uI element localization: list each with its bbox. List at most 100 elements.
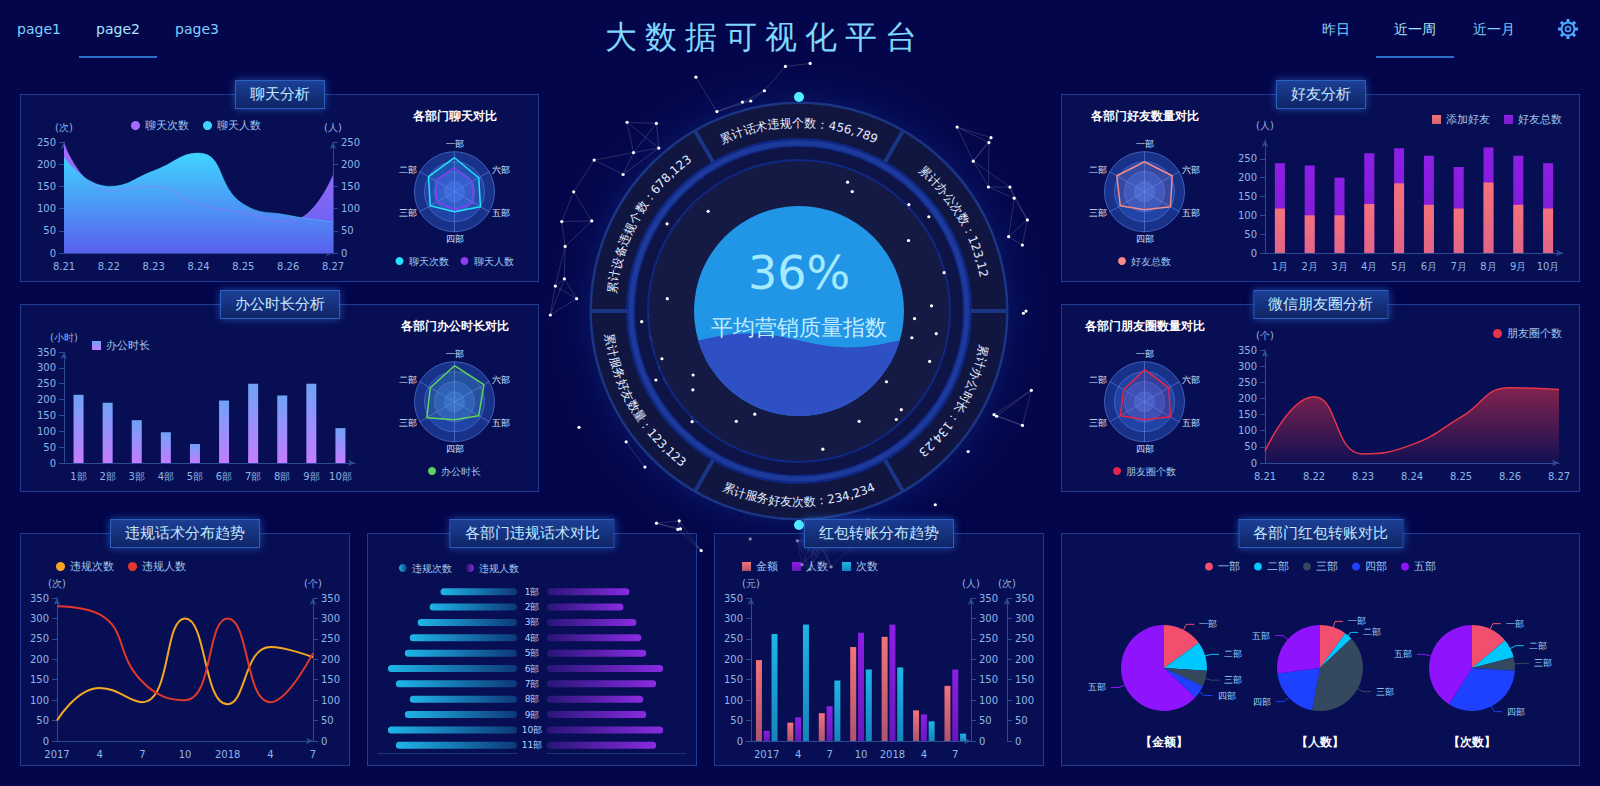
svg-text:10部: 10部 (329, 471, 352, 482)
svg-text:100: 100 (724, 695, 743, 706)
svg-text:250: 250 (37, 378, 56, 389)
svg-text:(次): (次) (998, 578, 1016, 589)
svg-text:添加好友: 添加好友 (1446, 113, 1490, 126)
svg-text:350: 350 (30, 593, 49, 604)
svg-text:一部: 一部 (446, 139, 464, 149)
svg-text:200: 200 (30, 654, 49, 665)
svg-text:二部: 二部 (1089, 165, 1107, 175)
svg-text:7: 7 (952, 749, 958, 760)
svg-text:5部: 5部 (525, 648, 540, 658)
svg-text:违规人数: 违规人数 (142, 560, 186, 573)
svg-text:8.25: 8.25 (232, 261, 254, 272)
svg-text:一部: 一部 (446, 349, 464, 359)
svg-text:三部: 三部 (1089, 418, 1107, 428)
svg-text:四部: 四部 (1218, 691, 1236, 701)
svg-text:150: 150 (30, 674, 49, 685)
svg-text:150: 150 (1238, 191, 1257, 202)
svg-text:350: 350 (321, 593, 340, 604)
svg-text:三部: 三部 (1376, 687, 1394, 697)
svg-text:2017: 2017 (754, 749, 779, 760)
svg-text:二部: 二部 (399, 375, 417, 385)
svg-text:8.24: 8.24 (187, 261, 209, 272)
svg-text:二部: 二部 (1267, 560, 1289, 573)
svg-text:1部: 1部 (525, 587, 540, 597)
svg-text:0: 0 (979, 736, 985, 747)
svg-text:(次): (次) (48, 578, 66, 589)
svg-text:四部: 四部 (1136, 234, 1154, 244)
svg-text:聊天人数: 聊天人数 (217, 119, 261, 132)
svg-text:2部: 2部 (99, 471, 115, 482)
svg-text:5月: 5月 (1391, 261, 1407, 272)
svg-text:7部: 7部 (525, 679, 540, 689)
svg-text:二部: 二部 (1224, 649, 1242, 659)
svg-text:0: 0 (341, 248, 347, 259)
svg-text:100: 100 (1238, 210, 1257, 221)
svg-text:150: 150 (1015, 674, 1034, 685)
svg-text:(个): (个) (304, 578, 322, 589)
svg-text:200: 200 (321, 654, 340, 665)
svg-text:300: 300 (37, 362, 56, 373)
svg-text:累计办公时长：134,23: 累计办公时长：134,23 (916, 343, 991, 459)
svg-text:一部: 一部 (1136, 139, 1154, 149)
svg-text:累计办公次数：123,12: 累计办公次数：123,12 (916, 163, 991, 279)
svg-text:100: 100 (1015, 695, 1034, 706)
svg-text:250: 250 (724, 633, 743, 644)
svg-text:250: 250 (37, 137, 56, 148)
svg-text:7: 7 (826, 749, 832, 760)
svg-text:(次): (次) (55, 122, 73, 133)
svg-text:聊天次数: 聊天次数 (145, 119, 189, 132)
svg-text:350: 350 (1238, 345, 1257, 356)
svg-text:二部: 二部 (1089, 375, 1107, 385)
svg-text:五部: 五部 (1182, 418, 1200, 428)
svg-text:(小时): (小时) (50, 332, 78, 343)
svg-text:三部: 三部 (1316, 560, 1338, 573)
svg-text:(个): (个) (1256, 330, 1274, 341)
svg-text:50: 50 (321, 715, 334, 726)
svg-text:4: 4 (795, 749, 801, 760)
svg-text:100: 100 (30, 695, 49, 706)
svg-text:朋友圈个数: 朋友圈个数 (1507, 327, 1562, 340)
svg-text:累计设备违规个数：678,123: 累计设备违规个数：678,123 (605, 152, 694, 294)
svg-text:一部: 一部 (1348, 616, 1366, 626)
svg-text:50: 50 (1244, 229, 1257, 240)
svg-text:0: 0 (1015, 736, 1021, 747)
svg-text:六部: 六部 (492, 375, 510, 385)
svg-text:0: 0 (43, 736, 49, 747)
svg-text:50: 50 (341, 225, 354, 236)
svg-text:250: 250 (341, 137, 360, 148)
svg-text:300: 300 (30, 613, 49, 624)
svg-text:办公时长: 办公时长 (106, 339, 150, 352)
svg-text:300: 300 (321, 613, 340, 624)
svg-text:一部: 一部 (1506, 619, 1524, 629)
svg-text:50: 50 (43, 225, 56, 236)
svg-text:250: 250 (321, 633, 340, 644)
svg-text:(人): (人) (962, 578, 980, 589)
svg-text:五部: 五部 (492, 208, 510, 218)
svg-text:200: 200 (724, 654, 743, 665)
svg-text:350: 350 (724, 593, 743, 604)
svg-text:办公时长: 办公时长 (441, 466, 481, 477)
svg-text:8.22: 8.22 (98, 261, 120, 272)
svg-text:8.23: 8.23 (143, 261, 165, 272)
svg-text:1月: 1月 (1272, 261, 1288, 272)
svg-text:150: 150 (37, 410, 56, 421)
svg-text:四部: 四部 (1136, 444, 1154, 454)
svg-text:2部: 2部 (525, 602, 540, 612)
svg-text:3部: 3部 (129, 471, 145, 482)
svg-text:7: 7 (310, 749, 316, 760)
svg-text:五部: 五部 (1088, 682, 1106, 692)
svg-text:100: 100 (1238, 425, 1257, 436)
svg-text:3月: 3月 (1331, 261, 1347, 272)
svg-text:4: 4 (267, 749, 273, 760)
svg-text:五部: 五部 (1414, 560, 1436, 573)
svg-text:8.25: 8.25 (1450, 471, 1472, 482)
svg-text:150: 150 (979, 674, 998, 685)
svg-text:8部: 8部 (525, 694, 540, 704)
svg-text:六部: 六部 (492, 165, 510, 175)
svg-text:朋友圈个数: 朋友圈个数 (1126, 466, 1176, 477)
svg-text:200: 200 (1238, 172, 1257, 183)
svg-text:200: 200 (1015, 654, 1034, 665)
svg-text:平均营销质量指数: 平均营销质量指数 (711, 315, 887, 340)
svg-text:50: 50 (730, 715, 743, 726)
svg-text:2018: 2018 (880, 749, 905, 760)
